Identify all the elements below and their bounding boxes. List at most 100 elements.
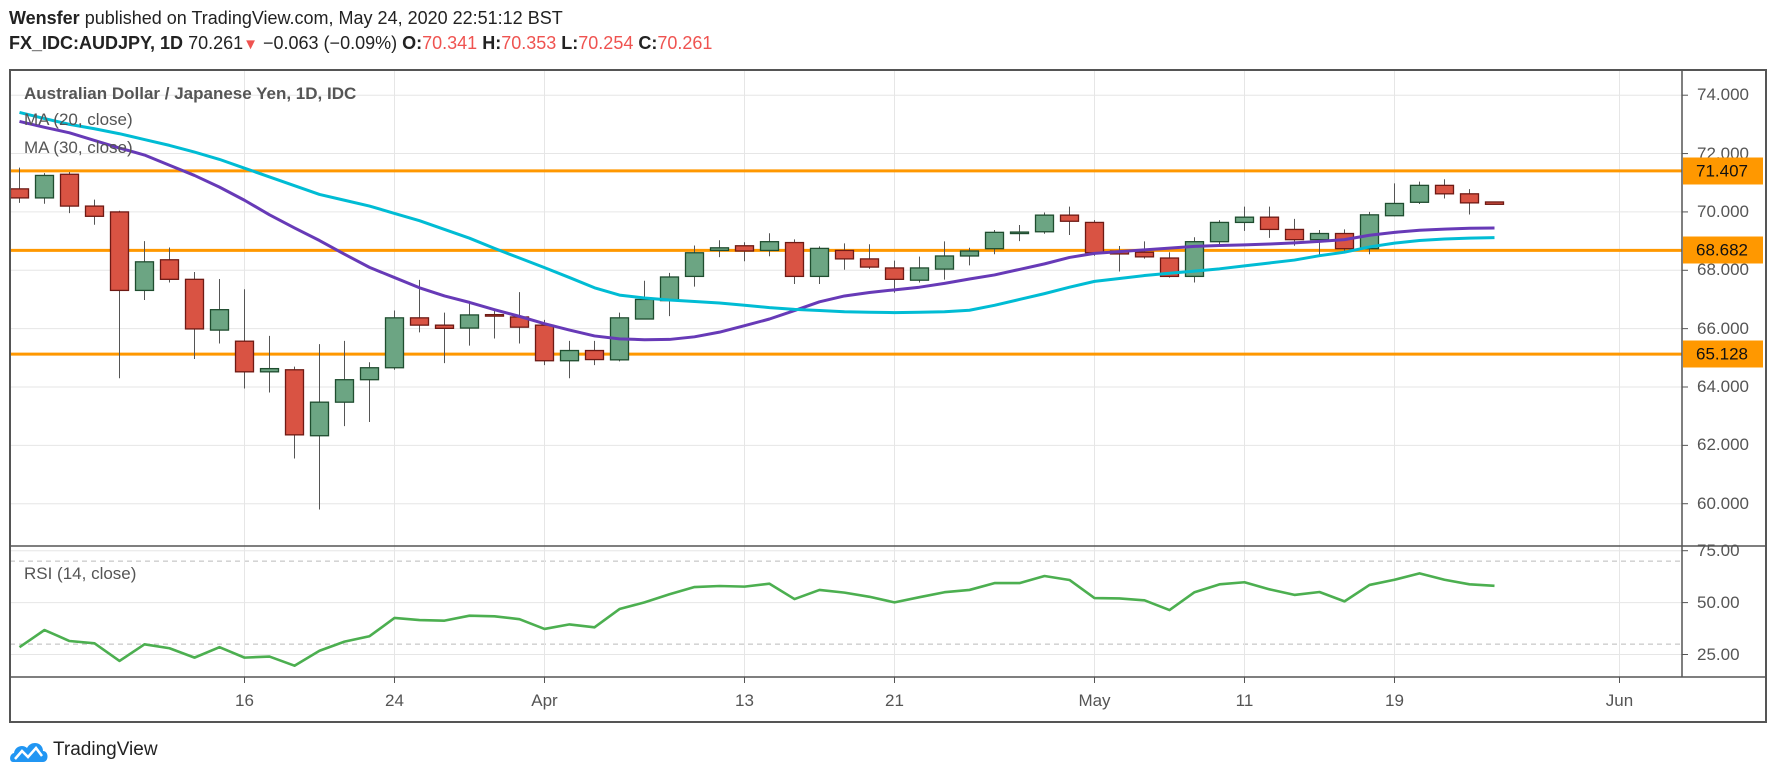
rsi-tick-label: 75.00 bbox=[1697, 540, 1740, 560]
rsi-line bbox=[18, 572, 1495, 668]
candle-body bbox=[834, 249, 855, 260]
candle-body bbox=[959, 250, 980, 257]
candle bbox=[34, 173, 55, 204]
time-tick-label: 16 bbox=[235, 691, 254, 710]
candle-body bbox=[84, 205, 105, 217]
candle-body bbox=[184, 278, 205, 330]
candle bbox=[1234, 206, 1255, 231]
chart-frame bbox=[9, 69, 1767, 723]
time-tick-label: Jun bbox=[1605, 691, 1634, 710]
candle-body bbox=[859, 258, 880, 268]
legend-ma20[interactable]: MA (20, close) bbox=[24, 110, 133, 129]
price-tick-label: 62.000 bbox=[1697, 435, 1749, 455]
ma30-line bbox=[19, 110, 1495, 315]
candle-body bbox=[1409, 184, 1430, 203]
candle-body bbox=[684, 252, 705, 278]
candle-body bbox=[434, 324, 455, 329]
time-tick-label: May bbox=[1078, 691, 1111, 710]
legend-ma30[interactable]: MA (30, close) bbox=[24, 138, 133, 157]
candle-body bbox=[9, 188, 30, 199]
candle-body bbox=[1259, 216, 1280, 231]
candle bbox=[959, 247, 980, 266]
candle bbox=[684, 245, 705, 287]
candle-body bbox=[484, 313, 505, 317]
low-label: L: bbox=[561, 33, 579, 53]
candle-body bbox=[134, 261, 155, 292]
candle bbox=[234, 289, 255, 389]
candle-body bbox=[59, 173, 80, 207]
rsi-pane bbox=[18, 572, 1495, 668]
candle-body bbox=[659, 276, 680, 302]
candle-body bbox=[759, 241, 780, 252]
candle-body bbox=[109, 211, 130, 292]
horizontal-levels bbox=[10, 169, 1682, 356]
candle bbox=[9, 167, 30, 203]
price-tick-label: 70.000 bbox=[1697, 201, 1749, 221]
candle-body bbox=[284, 369, 305, 436]
candle-body bbox=[534, 324, 555, 362]
author-name[interactable]: Wensfer bbox=[9, 8, 80, 28]
candle bbox=[459, 302, 480, 346]
tradingview-brand: TradingView bbox=[53, 739, 158, 760]
candle-body bbox=[359, 367, 380, 381]
candle-body bbox=[984, 231, 1005, 250]
candle-body bbox=[259, 367, 280, 373]
candle-body bbox=[1034, 214, 1055, 233]
open-value: 70.341 bbox=[422, 33, 478, 53]
candle-body bbox=[1209, 221, 1230, 243]
candle bbox=[1209, 220, 1230, 245]
candle bbox=[209, 279, 230, 344]
candle bbox=[1434, 179, 1455, 199]
candle bbox=[59, 171, 80, 214]
candle-body bbox=[334, 379, 355, 403]
price-tick-label: 66.000 bbox=[1697, 318, 1749, 338]
candle bbox=[384, 310, 405, 370]
level-price-badge: 71.407 bbox=[1683, 157, 1763, 185]
candle bbox=[909, 256, 930, 283]
candle bbox=[359, 362, 380, 423]
chart-title: Australian Dollar / Japanese Yen, 1D, ID… bbox=[24, 84, 357, 103]
time-tick-label: 13 bbox=[735, 691, 754, 710]
moving-averages bbox=[19, 110, 1495, 342]
candle-body bbox=[1234, 216, 1255, 224]
candles bbox=[9, 167, 1505, 510]
candle-body bbox=[559, 349, 580, 362]
legend-rsi[interactable]: RSI (14, close) bbox=[24, 564, 137, 583]
candle-body bbox=[909, 267, 930, 281]
tradingview-logo[interactable]: TradingView bbox=[9, 738, 158, 762]
candle bbox=[1009, 225, 1030, 242]
candle-body bbox=[1009, 231, 1030, 235]
rsi-tick-label: 50.00 bbox=[1697, 592, 1740, 612]
candle bbox=[259, 335, 280, 393]
candle-body bbox=[884, 267, 905, 280]
candle bbox=[809, 246, 830, 284]
candle-body bbox=[584, 349, 605, 361]
level-price-badge: 65.128 bbox=[1683, 340, 1763, 368]
high-label: H: bbox=[482, 33, 502, 53]
time-tick-label: 21 bbox=[885, 691, 904, 710]
publish-text: published on TradingView.com, May 24, 20… bbox=[84, 8, 563, 28]
candle bbox=[709, 240, 730, 258]
candle bbox=[1459, 189, 1480, 215]
candle bbox=[884, 260, 905, 293]
rsi-tick-label: 25.00 bbox=[1697, 644, 1740, 664]
candle-body bbox=[209, 309, 230, 331]
candle bbox=[1084, 220, 1105, 256]
candle-body bbox=[1434, 184, 1455, 195]
time-tick-label: 11 bbox=[1235, 691, 1254, 710]
candle bbox=[1059, 206, 1080, 235]
candle bbox=[484, 310, 505, 339]
candle-body bbox=[809, 247, 830, 278]
price-tick-label: 74.000 bbox=[1697, 85, 1749, 105]
candle-body bbox=[1359, 214, 1380, 250]
candle bbox=[159, 247, 180, 283]
candle-body bbox=[1134, 251, 1155, 258]
candle-body bbox=[409, 317, 430, 326]
candle bbox=[309, 344, 330, 510]
candle bbox=[1484, 201, 1505, 205]
candle-body bbox=[734, 245, 755, 252]
candle bbox=[184, 272, 205, 359]
candle bbox=[759, 233, 780, 257]
last-price: 70.261 bbox=[188, 33, 244, 53]
